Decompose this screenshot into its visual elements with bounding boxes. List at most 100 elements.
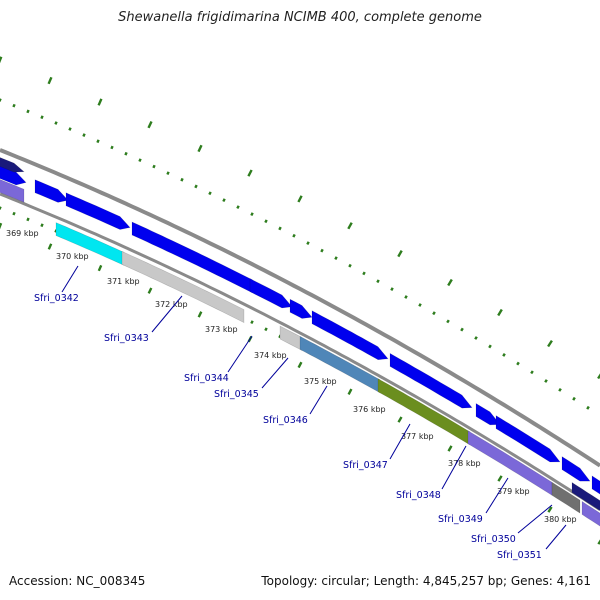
gene-label-leader bbox=[545, 524, 567, 550]
gene-label-leader bbox=[517, 504, 553, 534]
topology-label: Topology: circular; Length: 4,845,257 bp… bbox=[261, 574, 591, 588]
outer-major-tick bbox=[97, 98, 103, 106]
kbp-label: 370 kbp bbox=[56, 252, 89, 261]
outer-tick bbox=[152, 164, 156, 169]
outer-major-tick bbox=[0, 56, 3, 64]
inner-major-tick bbox=[447, 445, 453, 452]
outer-tick bbox=[250, 212, 254, 217]
gene-label-leader bbox=[61, 265, 79, 293]
forward-gene-3 bbox=[65, 192, 131, 230]
outer-major-tick bbox=[297, 195, 303, 203]
inner-tick bbox=[40, 223, 44, 228]
outer-major-tick bbox=[347, 222, 353, 230]
gene-label-leader bbox=[309, 385, 328, 415]
outer-tick bbox=[264, 219, 268, 224]
inner-major-tick bbox=[97, 264, 103, 272]
kbp-label: 380 kbp bbox=[544, 515, 577, 524]
inner-major-tick bbox=[397, 416, 403, 423]
outer-tick bbox=[292, 233, 296, 238]
kbp-label: 373 kbp bbox=[205, 325, 238, 334]
outer-tick bbox=[96, 139, 100, 144]
outer-tick bbox=[474, 336, 478, 340]
outer-tick bbox=[278, 226, 282, 231]
inner-tick bbox=[26, 217, 30, 222]
forward-gene-11 bbox=[561, 456, 591, 482]
kbp-label: 376 kbp bbox=[353, 405, 386, 414]
gene-label: Sfri_0347 bbox=[343, 460, 388, 471]
gene-label-leader bbox=[227, 335, 253, 373]
outer-major-tick bbox=[147, 120, 153, 129]
forward-gene-6 bbox=[289, 298, 313, 319]
gene-label: Sfri_0346 bbox=[263, 415, 308, 426]
gene-label: Sfri_0342 bbox=[34, 293, 79, 304]
outer-major-tick bbox=[197, 144, 203, 153]
outer-tick bbox=[516, 361, 520, 366]
outer-tick bbox=[460, 327, 464, 332]
gene-label: Sfri_0344 bbox=[184, 373, 229, 384]
forward-gene-dark-right bbox=[571, 481, 600, 511]
outer-tick bbox=[110, 145, 114, 150]
forward-gene-7 bbox=[311, 310, 389, 361]
outer-tick bbox=[558, 387, 562, 392]
gene-label: Sfri_0350 bbox=[471, 534, 516, 545]
outer-tick bbox=[502, 353, 506, 357]
kbp-label: 374 kbp bbox=[254, 351, 287, 360]
outer-tick bbox=[404, 295, 408, 299]
gene-label: Sfri_0348 bbox=[396, 490, 441, 501]
outer-major-tick bbox=[497, 308, 503, 317]
kbp-label: 377 kbp bbox=[401, 432, 434, 441]
gene-label: Sfri_0345 bbox=[214, 389, 259, 400]
forward-gene-dark bbox=[0, 157, 25, 173]
outer-tick bbox=[166, 171, 170, 175]
forward-gene-2 bbox=[34, 179, 69, 203]
backbone-outer bbox=[0, 148, 600, 468]
inner-major-tick bbox=[297, 361, 303, 369]
outer-tick bbox=[390, 287, 394, 291]
inner-major-tick bbox=[347, 388, 353, 395]
outer-tick bbox=[432, 311, 436, 316]
inner-tick bbox=[264, 327, 268, 332]
kbp-label: 375 kbp bbox=[304, 377, 337, 386]
outer-tick bbox=[40, 115, 44, 120]
outer-tick bbox=[194, 184, 198, 189]
outer-tick bbox=[348, 263, 352, 268]
outer-tick bbox=[208, 191, 212, 196]
map-title: Shewanella frigidimarina NCIMB 400, comp… bbox=[118, 10, 482, 25]
outer-tick bbox=[572, 396, 576, 401]
outer-major-tick bbox=[247, 169, 253, 177]
forward-gene-8 bbox=[389, 352, 473, 409]
outer-tick bbox=[124, 151, 128, 156]
inner-major-tick bbox=[597, 539, 600, 545]
inner-major-tick bbox=[547, 506, 553, 513]
forward-gene-5 bbox=[249, 278, 293, 309]
feature-left-edge bbox=[0, 179, 25, 203]
outer-tick bbox=[376, 279, 380, 284]
outer-tick bbox=[12, 103, 16, 108]
gene-label: Sfri_0351 bbox=[497, 550, 542, 561]
kbp-label: 372 kbp bbox=[155, 300, 188, 309]
feature-sfri-0350 bbox=[581, 500, 600, 527]
outer-tick bbox=[236, 205, 240, 209]
forward-gene-9 bbox=[475, 402, 501, 426]
outer-tick bbox=[418, 303, 422, 307]
outer-tick bbox=[306, 241, 310, 245]
gene-label: Sfri_0349 bbox=[438, 514, 483, 525]
gene-label-leader bbox=[441, 445, 467, 490]
inner-major-tick bbox=[0, 222, 3, 230]
kbp-label: 379 kbp bbox=[497, 487, 530, 496]
outer-tick bbox=[544, 379, 548, 383]
forward-gene-10 bbox=[495, 415, 561, 463]
gene-label-leader bbox=[261, 357, 289, 389]
outer-tick bbox=[446, 319, 450, 324]
outer-tick bbox=[586, 405, 590, 410]
feature-sfri-0349 bbox=[551, 481, 581, 514]
outer-tick bbox=[362, 271, 366, 276]
inner-tick bbox=[250, 320, 254, 325]
outer-major-tick bbox=[547, 339, 553, 348]
gene-label: Sfri_0343 bbox=[104, 333, 149, 344]
outer-tick bbox=[320, 248, 324, 253]
outer-tick bbox=[26, 109, 30, 114]
inner-major-tick bbox=[47, 243, 53, 250]
